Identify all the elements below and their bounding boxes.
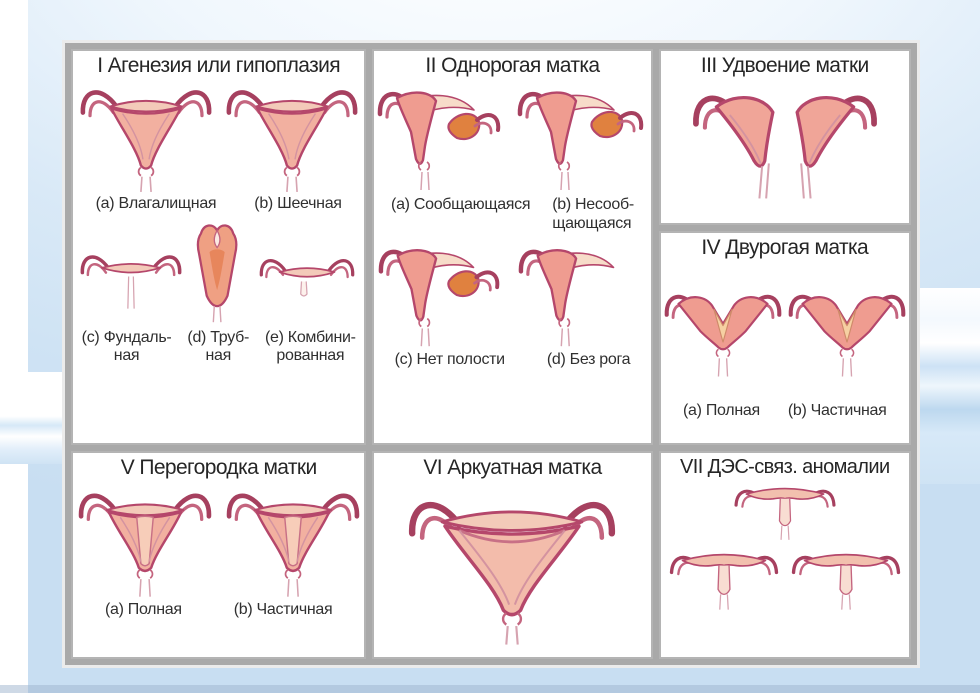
panel-VI-arcuate: VI Аркуатная матка bbox=[372, 451, 653, 659]
panel-V-figure-row bbox=[78, 482, 360, 600]
decorative-ribbon-left bbox=[0, 372, 62, 464]
label-IV-a: (a) Полная bbox=[683, 402, 760, 420]
panel-II-figure-row-2 bbox=[378, 239, 646, 351]
panel-V-septate: V Перегородка матки (a) Полная (b) Части… bbox=[71, 451, 367, 659]
uterus-illustration-combined-agenesis bbox=[256, 244, 358, 326]
slide-left-margin bbox=[0, 0, 28, 693]
label-IV-b: (b) Частичная bbox=[787, 402, 887, 420]
uterus-illustration-fundal-agenesis bbox=[80, 234, 182, 326]
panel-III-didelphys: III Удвоение матки bbox=[658, 49, 911, 225]
label-II-d: (d) Без рога bbox=[546, 350, 631, 368]
panel-I-label-row-1: (a) Влагалищная (b) Шеечная bbox=[96, 195, 342, 213]
uterus-illustration-horn-no-cavity bbox=[378, 239, 500, 351]
classification-grid: I Агенезия или гипоплазия (a) Влагалищна… bbox=[71, 49, 911, 659]
panel-III-title: III Удвоение матки bbox=[700, 54, 869, 77]
label-V-b: (b) Частичная bbox=[233, 601, 333, 619]
uterus-illustration-t-shaped-right bbox=[791, 552, 900, 612]
uterus-illustration-cervical-agenesis bbox=[225, 80, 359, 194]
label-I-d: (d) Труб- ная bbox=[187, 328, 249, 364]
label-II-a: (a) Сообщающаяся bbox=[391, 196, 531, 214]
panel-I-figure-row-1 bbox=[79, 80, 359, 194]
uterus-illustration-arcuate bbox=[390, 482, 634, 646]
label-I-a: (a) Влагалищная bbox=[95, 195, 217, 213]
panel-VII-des-related: VII ДЭС-связ. аномалии bbox=[658, 451, 911, 659]
panel-I-title: I Агенезия или гипоплазия bbox=[97, 54, 341, 77]
panel-I-agenesis-hypoplasia: I Агенезия или гипоплазия (a) Влагалищна… bbox=[71, 49, 367, 445]
panel-I-figure-row-2 bbox=[80, 222, 358, 326]
label-I-e: (e) Комбини- рованная bbox=[265, 328, 356, 364]
label-I-b: (b) Шеечная bbox=[254, 195, 342, 213]
panel-IV-title: IV Двурогая матка bbox=[701, 236, 869, 259]
panel-II-unicornuate: II Однорогая матка (a) Сообщающаяся (b) … bbox=[372, 49, 653, 445]
panel-II-label-row-2: (c) Нет полости (d) Без рога bbox=[395, 351, 631, 369]
panel-V-label-row: (a) Полная (b) Частичная bbox=[104, 601, 333, 619]
panel-IV-label-row: (a) Полная (b) Частичная bbox=[683, 402, 887, 420]
uterus-illustration-bicornuate-partial bbox=[788, 264, 906, 400]
uterus-illustration-no-horn bbox=[518, 239, 646, 351]
panel-VII-figure-row bbox=[664, 547, 906, 613]
uterus-illustration-vaginal-agenesis bbox=[79, 80, 213, 194]
label-II-b: (b) Несооб- щающаяся bbox=[552, 196, 634, 232]
uterus-illustration-tubal-agenesis bbox=[196, 223, 238, 323]
uterus-illustration-didelphys bbox=[683, 80, 887, 220]
uterus-illustration-communicating-horn bbox=[377, 80, 501, 196]
panel-IV-figure-row bbox=[664, 264, 906, 400]
uterus-illustration-septate-partial bbox=[226, 482, 360, 600]
uterus-illustration-bicornuate-complete bbox=[664, 264, 782, 400]
panel-VII-title: VII ДЭС-связ. аномалии bbox=[680, 456, 890, 478]
uterus-illustration-septate-complete bbox=[78, 482, 212, 600]
panel-VI-title: VI Аркуатная матка bbox=[423, 456, 602, 479]
decorative-ribbon-right bbox=[918, 288, 980, 484]
panel-II-title: II Однорогая матка bbox=[425, 54, 600, 77]
panel-IV-bicornuate: IV Двурогая матка (a) Полная (b) Частичн… bbox=[658, 231, 911, 445]
panel-II-label-row-1: (a) Сообщающаяся (b) Несооб- щающаяся bbox=[391, 196, 634, 233]
slide-bottom-edge bbox=[0, 685, 980, 693]
uterine-anomaly-classification-figure: I Агенезия или гипоплазия (a) Влагалищна… bbox=[62, 40, 920, 668]
uterus-illustration-t-shaped-left bbox=[669, 552, 778, 612]
uterus-illustration-t-shaped-top bbox=[734, 486, 836, 542]
uterus-illustration-noncommunicating-horn bbox=[517, 80, 644, 196]
label-II-c: (c) Нет полости bbox=[394, 350, 506, 368]
label-V-a: (a) Полная bbox=[104, 601, 182, 619]
panel-V-title: V Перегородка матки bbox=[120, 456, 318, 479]
panel-I-label-row-2: (c) Фундаль- ная (d) Труб- ная (e) Комби… bbox=[82, 329, 356, 366]
label-I-c: (c) Фундаль- ная bbox=[81, 328, 172, 364]
panel-II-figure-row-1 bbox=[377, 80, 647, 196]
